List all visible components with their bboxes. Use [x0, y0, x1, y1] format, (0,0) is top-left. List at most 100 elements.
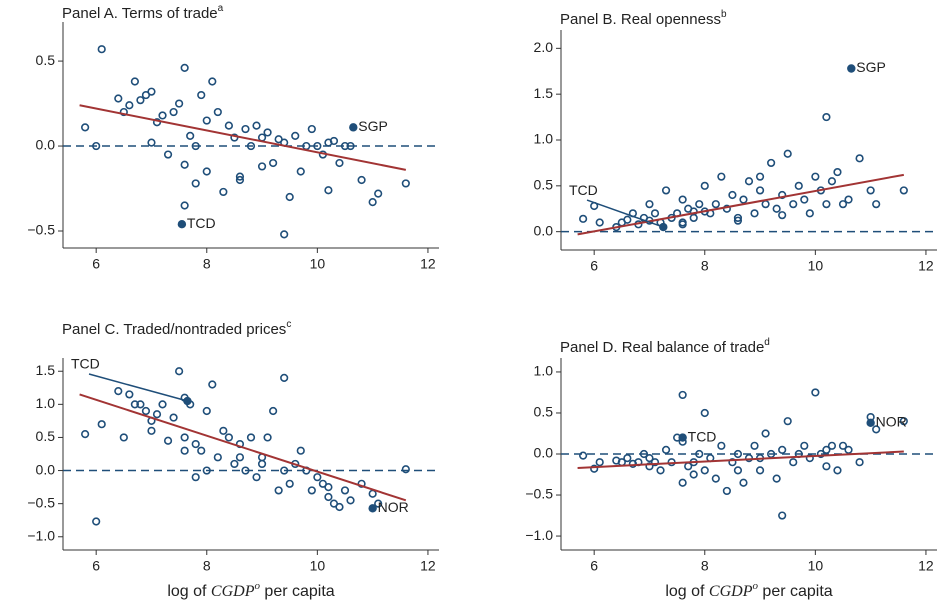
point: [219, 426, 228, 435]
point: [219, 187, 228, 197]
point: [241, 124, 250, 134]
y-tick-label: −1.0: [27, 527, 55, 543]
point: [180, 446, 189, 455]
point: [340, 141, 350, 151]
point: [772, 474, 781, 483]
point: [800, 441, 809, 450]
fit-line: [577, 173, 905, 236]
point: [307, 124, 316, 134]
point: [307, 486, 316, 495]
point: [163, 150, 173, 159]
point: [374, 189, 383, 198]
y-tick-label: −1.0: [525, 527, 553, 543]
y-tick-label: −0.5: [525, 486, 553, 502]
leader-line: [88, 373, 188, 402]
point: [213, 453, 222, 462]
point: [191, 141, 200, 151]
point: [695, 449, 704, 459]
x-tick-label: 12: [918, 558, 934, 574]
point: [639, 449, 649, 459]
point: [872, 425, 881, 434]
point: [700, 181, 709, 190]
point: [202, 116, 211, 125]
x-label-var: CGDP: [211, 583, 255, 600]
point: [661, 445, 671, 454]
point: [728, 190, 737, 200]
point: [191, 473, 200, 482]
point: [733, 213, 743, 223]
point: [767, 158, 776, 168]
point: [191, 439, 200, 449]
point: [269, 158, 278, 168]
point: [208, 380, 217, 389]
point: [750, 441, 759, 450]
point: [269, 406, 278, 416]
panel-title: Panel D. Real balance of traded: [560, 337, 770, 356]
point: [296, 446, 305, 455]
point: [368, 198, 377, 207]
point: [224, 121, 233, 130]
point: [755, 466, 765, 475]
point: [822, 462, 831, 471]
point: [744, 177, 754, 186]
point: [645, 462, 654, 471]
point: [180, 201, 189, 210]
point: [357, 479, 366, 488]
point: [92, 517, 101, 526]
panel-title: Panel C. Traded/nontraded pricesc: [62, 319, 291, 338]
point: [158, 400, 167, 409]
point: [119, 433, 128, 442]
point: [285, 192, 294, 202]
point: [844, 445, 853, 454]
panel-title: Panel A. Terms of tradea: [62, 3, 224, 22]
point: [197, 90, 206, 100]
point: [844, 195, 853, 204]
point: [678, 390, 687, 400]
point: [838, 200, 848, 209]
point: [97, 420, 106, 429]
x-axis-label: log of CGDPo per capita: [665, 580, 832, 601]
point: [717, 172, 726, 181]
point: [595, 218, 604, 227]
title-note: c: [286, 319, 291, 330]
x-tick-label: 6: [92, 256, 100, 272]
point: [280, 373, 289, 382]
x-tick-label: 12: [918, 258, 934, 274]
point: [789, 200, 798, 209]
point: [401, 179, 410, 188]
point: [689, 470, 698, 479]
highlight-point: [177, 220, 187, 229]
point: [125, 390, 134, 399]
point: [180, 160, 189, 169]
point: [401, 465, 410, 474]
y-tick-label: −0.5: [27, 222, 55, 238]
highlight-label: NOR: [876, 414, 907, 430]
point: [783, 417, 792, 426]
x-label-sup: o: [254, 580, 260, 592]
highlight-label: NOR: [378, 499, 409, 515]
point: [650, 209, 660, 218]
y-tick-label: 1.5: [36, 362, 56, 378]
point: [772, 204, 781, 213]
point: [816, 449, 825, 459]
fit-line: [577, 450, 904, 469]
highlight-point: [847, 64, 856, 73]
point: [257, 162, 267, 171]
x-label-text: per capita: [758, 583, 833, 600]
x-tick-label: 8: [203, 558, 211, 574]
point: [313, 473, 322, 482]
point: [263, 433, 272, 442]
point: [700, 466, 709, 475]
point: [147, 426, 156, 435]
y-tick-label: 0.5: [36, 428, 56, 444]
point: [855, 458, 864, 467]
point: [689, 213, 698, 223]
point: [175, 367, 184, 376]
x-tick-label: 6: [590, 558, 598, 574]
point: [822, 200, 831, 209]
point: [678, 220, 687, 229]
fit-line: [79, 393, 407, 502]
highlight-point: [866, 418, 875, 428]
point: [733, 466, 743, 475]
point: [368, 489, 377, 498]
